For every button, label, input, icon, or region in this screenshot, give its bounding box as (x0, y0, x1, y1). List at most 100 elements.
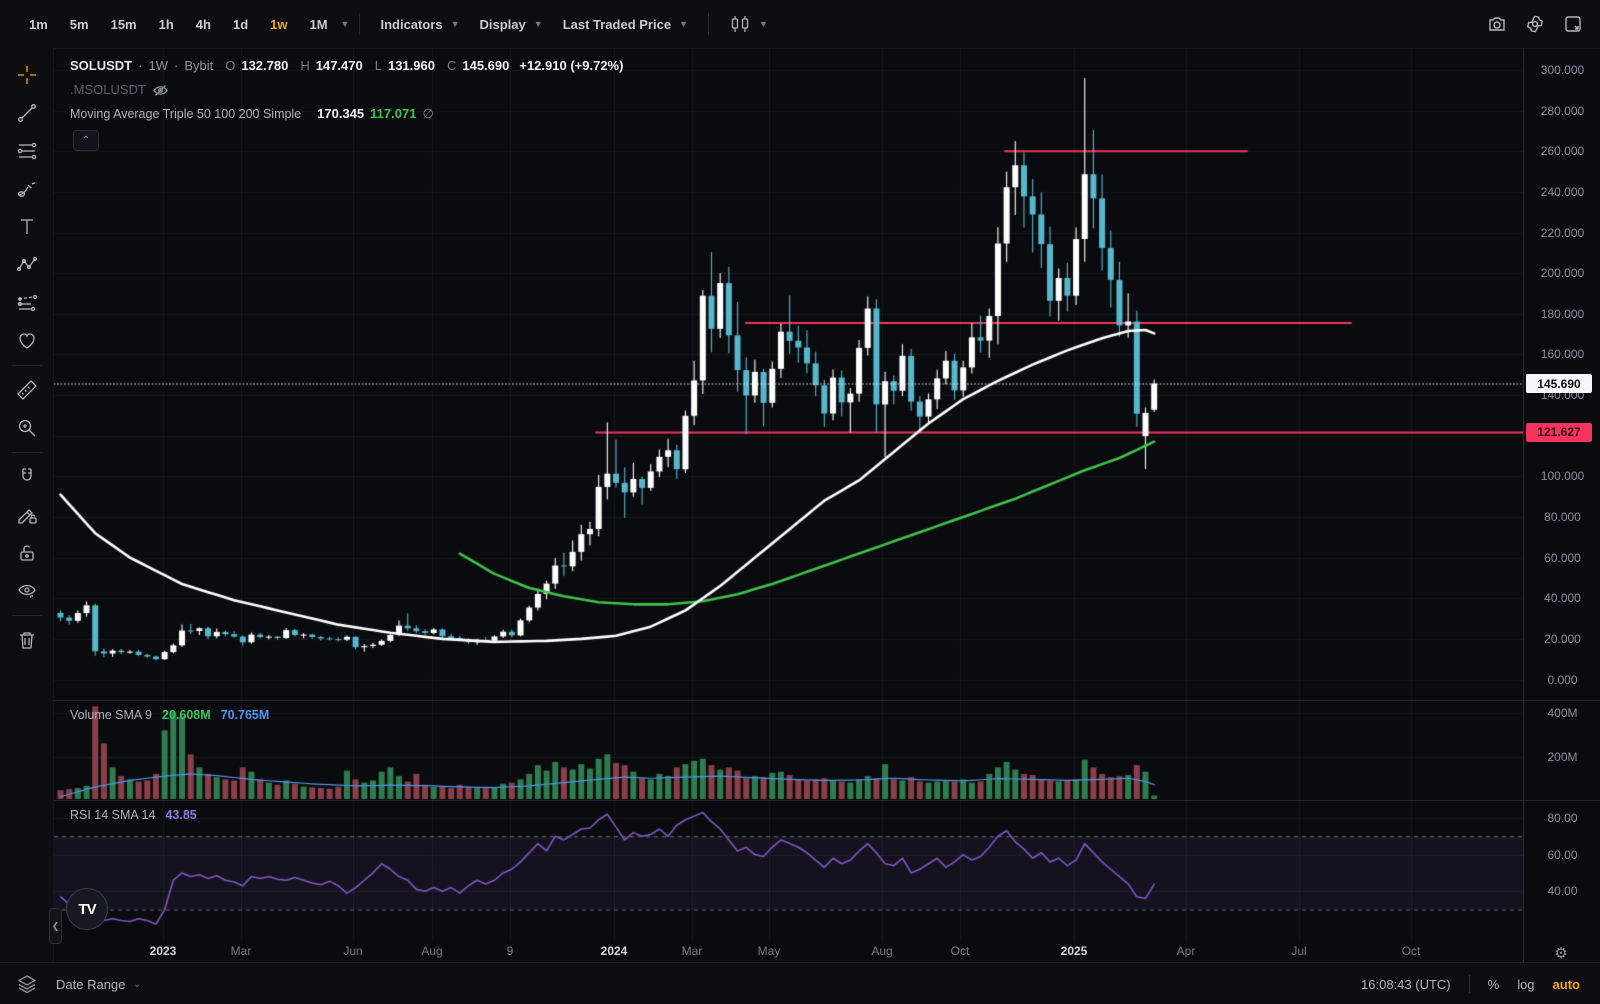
time-tick-May: May (757, 944, 781, 958)
brush-icon[interactable] (8, 170, 46, 208)
rsi-current-value: 43.85 (165, 808, 197, 822)
chevron-down-icon: ▼ (759, 19, 768, 29)
text-icon[interactable] (8, 208, 46, 246)
bottom-toolbar: Date Range ⌄ 16:08:43 (UTC) % log auto (0, 962, 1600, 1004)
rsi-legend[interactable]: RSI 14 SMA 14 43.85 (70, 808, 197, 822)
date-range-label: Date Range (56, 976, 126, 992)
symbol-row[interactable]: SOLUSDT · 1W · Bybit O 132.780 H 147.470… (70, 54, 623, 78)
price-tick-60.000: 60.000 (1544, 550, 1581, 565)
bottom-left-group: Date Range ⌄ (0, 973, 141, 995)
time-tick-Mar: Mar (230, 944, 252, 958)
chevron-down-icon: ▼ (679, 19, 688, 29)
log-scale-button[interactable]: log (1517, 976, 1535, 992)
percent-scale-button[interactable]: % (1487, 976, 1500, 992)
fullscreen-icon[interactable] (1562, 13, 1584, 35)
price-tick-200.000: 200.000 (1540, 266, 1585, 281)
interval-button-1w[interactable]: 1w (270, 16, 288, 32)
high-label: H (300, 58, 310, 73)
rsi-tick-80.00: 80.00 (1547, 810, 1578, 825)
magnet-icon[interactable] (8, 458, 46, 496)
fib-retracement-icon[interactable] (8, 132, 46, 170)
price-tick-0.000: 0.000 (1547, 672, 1578, 687)
interval-menu-caret[interactable]: ▼ (340, 19, 350, 29)
price-chart-canvas[interactable] (54, 48, 1523, 962)
interval-button-5m[interactable]: 5m (69, 16, 89, 32)
clock-utc[interactable]: 16:08:43 (UTC) (1361, 976, 1451, 992)
price-tick-240.000: 240.000 (1540, 184, 1585, 199)
time-tick-Oct: Oct (950, 944, 970, 958)
price-tick-160.000: 160.000 (1540, 347, 1585, 362)
symbol-interval: 1W (148, 58, 168, 73)
high-value: 147.470 (315, 58, 363, 73)
indicators-button[interactable]: Indicators ▼ (370, 11, 469, 38)
xabcd-pattern-icon[interactable] (8, 246, 46, 284)
time-tick-2024: 2024 (600, 944, 628, 958)
toolbar-right-group (1486, 13, 1600, 35)
price-axis[interactable]: 300.000 280.000 260.000 240.000 220.000 200.0… (1523, 48, 1600, 962)
time-tick-Apr: Apr (1176, 944, 1196, 958)
emoji-heart-icon[interactable] (8, 322, 46, 360)
price-tick-20.000: 20.000 (1544, 631, 1581, 646)
candles-icon (731, 16, 749, 32)
interval-button-1m[interactable]: 1m (29, 16, 48, 32)
eye-slash-icon[interactable] (152, 82, 169, 99)
object-tree-icon[interactable] (16, 973, 38, 995)
chevron-down-icon: ⌄ (133, 978, 141, 989)
bottom-divider (1468, 975, 1470, 993)
hide-all-drawings-icon[interactable] (8, 572, 46, 610)
chevron-down-icon: ▼ (533, 19, 543, 29)
tradingview-logo[interactable]: TV (66, 888, 108, 930)
time-tick-Oct: Oct (1401, 944, 1421, 958)
interval-button-1M[interactable]: 1M (309, 16, 328, 32)
interval-button-1h[interactable]: 1h (158, 16, 174, 32)
time-axis[interactable]: 2023 Mar Jun Aug 9 2024 Mar May Aug Oct 2025 Apr Jul… (54, 942, 1523, 962)
volume-legend[interactable]: Volume SMA 9 20.608M 70.765M (70, 708, 269, 722)
rsi-indicator-title: RSI 14 SMA 14 (70, 808, 156, 822)
pane-separator-rsi[interactable] (54, 800, 1600, 801)
settings-gear-icon[interactable] (1524, 13, 1546, 35)
display-label: Display (479, 16, 526, 32)
forecast-icon[interactable] (8, 284, 46, 322)
zoom-in-icon[interactable] (8, 409, 46, 447)
open-value: 132.780 (241, 58, 289, 73)
drawing-mode-lock-icon[interactable] (8, 496, 46, 534)
volume-tick-400M: 400M (1547, 706, 1578, 720)
indicator-row-ma[interactable]: Moving Average Triple 50 100 200 Simple … (70, 102, 623, 126)
price-source-label: Last Traded Price (562, 16, 672, 32)
price-tick-280.000: 280.000 (1540, 103, 1585, 118)
chevron-down-icon: ▼ (450, 19, 460, 29)
price-source-button[interactable]: Last Traded Price ▼ (553, 11, 698, 38)
crosshair-icon[interactable] (8, 56, 46, 94)
interval-button-1d[interactable]: 1d (232, 16, 249, 32)
price-tick-180.000: 180.000 (1540, 306, 1585, 321)
camera-icon[interactable] (1486, 13, 1508, 35)
time-axis-settings-gear-icon[interactable]: ⚙ (1554, 945, 1568, 962)
hidden-symbol-row[interactable]: .MSOLUSDT (70, 78, 623, 102)
trend-line-icon[interactable] (8, 94, 46, 132)
last-price-badge: 145.690 (1526, 374, 1592, 393)
chart-style-button[interactable]: ▼ (719, 9, 778, 39)
collapse-side-panel-tab[interactable]: ❮ (49, 908, 62, 944)
ma50-value: 170.345 (317, 106, 365, 121)
volume-current-value: 20.608M (162, 708, 211, 722)
ma-indicator-title: Moving Average Triple 50 100 200 Simple (70, 107, 302, 121)
ma100-value: 117.071 (370, 106, 417, 121)
rail-divider (11, 452, 42, 453)
symbol-exchange: Bybit (184, 58, 214, 73)
pane-separator-volume[interactable] (54, 700, 1600, 701)
lock-all-drawings-icon[interactable] (8, 534, 46, 572)
date-range-button[interactable]: Date Range ⌄ (56, 977, 141, 992)
auto-scale-button[interactable]: auto (1552, 976, 1580, 992)
price-tick-300.000: 300.000 (1540, 62, 1585, 77)
price-tick-260.000: 260.000 (1540, 144, 1585, 159)
remove-objects-icon[interactable] (8, 621, 46, 659)
interval-button-4h[interactable]: 4h (195, 16, 211, 32)
rsi-tick-60.00: 60.00 (1547, 847, 1578, 862)
low-label: L (374, 58, 382, 73)
legend-collapse-button[interactable]: ⌃ (73, 130, 99, 151)
bottom-right-group: 16:08:43 (UTC) % log auto (1361, 975, 1600, 993)
display-button[interactable]: Display ▼ (470, 11, 553, 38)
interval-button-15m[interactable]: 15m (110, 16, 137, 32)
separator-dot: · (173, 58, 179, 73)
ruler-icon[interactable] (8, 371, 46, 409)
